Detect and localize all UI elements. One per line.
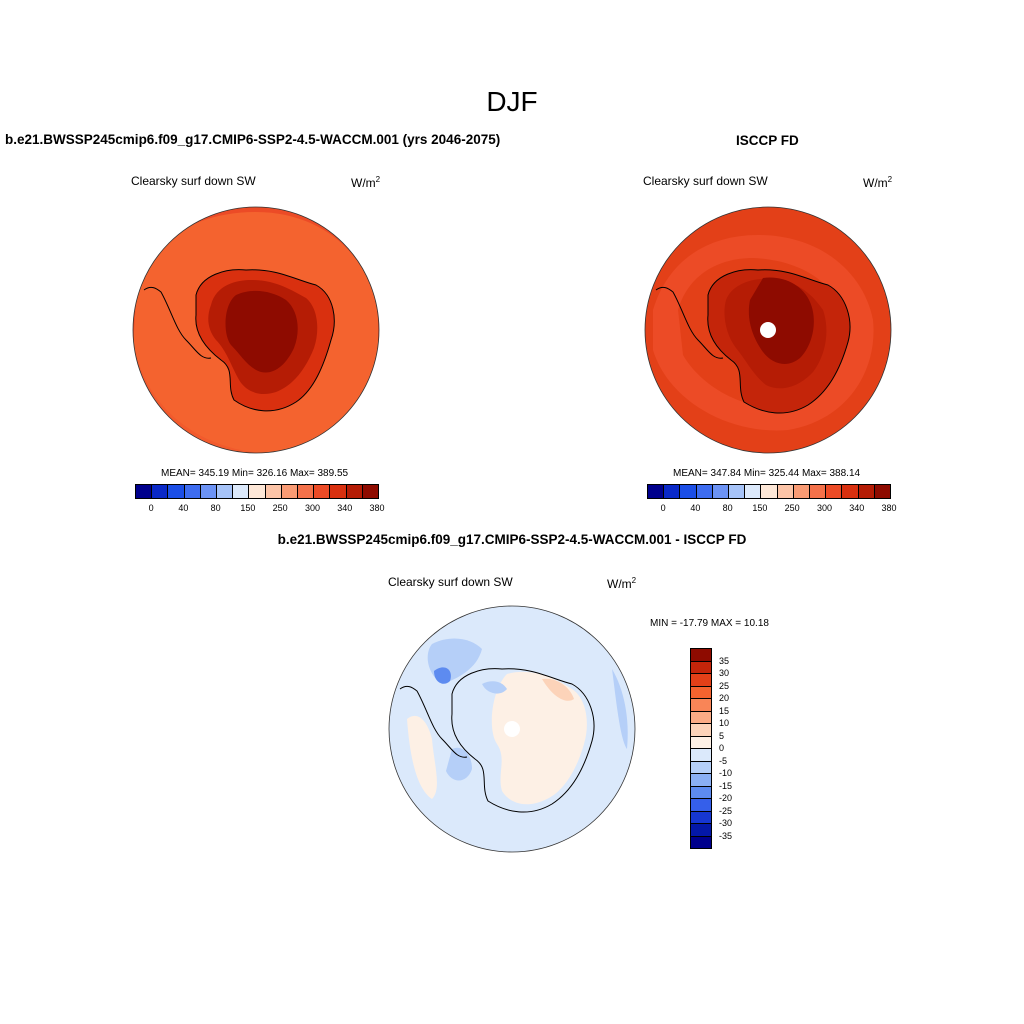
obs-units-label: W/m2 — [863, 175, 893, 190]
colorbar-tick-label: 300 — [816, 503, 832, 513]
colorbar-tick-label: 150 — [752, 503, 768, 513]
obs-panel-title: ISCCP FD — [736, 133, 799, 148]
colorbar-tick-label: -10 — [719, 768, 733, 778]
obs-colorbar — [647, 484, 891, 499]
colorbar-swatch — [183, 485, 200, 498]
colorbar-swatch — [691, 685, 711, 698]
colorbar-tick-label: 80 — [210, 503, 221, 513]
colorbar-tick-label: 0 — [148, 503, 154, 513]
model-colorbar — [135, 484, 379, 499]
colorbar-swatch — [264, 485, 281, 498]
obs-polar-map — [644, 206, 892, 454]
colorbar-swatch — [809, 485, 826, 498]
colorbar-swatch — [691, 810, 711, 823]
colorbar-swatch — [691, 798, 711, 811]
colorbar-swatch — [248, 485, 265, 498]
colorbar-swatch — [691, 835, 711, 848]
colorbar-swatch — [760, 485, 777, 498]
colorbar-swatch — [345, 485, 362, 498]
colorbar-swatch — [691, 710, 711, 723]
colorbar-swatch — [825, 485, 842, 498]
colorbar-swatch — [691, 673, 711, 686]
colorbar-tick-label: -30 — [719, 818, 733, 828]
colorbar-swatch — [691, 649, 711, 661]
model-colorbar-ticks: 0 40 80 150 250 300 340 380 — [135, 503, 385, 515]
diff-stats: MIN = -17.79 MAX = 10.18 — [650, 618, 769, 629]
colorbar-tick-label: 150 — [240, 503, 256, 513]
colorbar-swatch — [361, 485, 379, 498]
colorbar-tick-label: 25 — [719, 680, 730, 691]
colorbar-swatch — [711, 485, 729, 498]
colorbar-swatch — [691, 785, 711, 798]
colorbar-swatch — [744, 485, 761, 498]
colorbar-swatch — [776, 485, 793, 498]
colorbar-tick-label: -5 — [719, 755, 728, 766]
colorbar-swatch — [695, 485, 712, 498]
colorbar-tick-label: -20 — [719, 793, 733, 803]
colorbar-tick-label: 35 — [719, 655, 730, 666]
model-panel-title: b.e21.BWSSP245cmip6.f09_g17.CMIP6-SSP2-4… — [5, 132, 501, 147]
model-units-label: W/m2 — [351, 175, 381, 190]
colorbar-tick-label: 0 — [719, 743, 725, 753]
colorbar-tick-label: 80 — [722, 503, 733, 513]
diff-colorbar-ticks: 35 30 25 20 15 10 5 0 -5 -10 -15 -20 -25 -30 -35 — [719, 648, 759, 848]
colorbar-tick-label: 20 — [719, 693, 730, 703]
colorbar-swatch — [841, 485, 858, 498]
colorbar-tick-label: -15 — [719, 780, 733, 791]
obs-colorbar-ticks: 0 40 80 150 250 300 340 380 — [647, 503, 897, 515]
colorbar-tick-label: 380 — [369, 503, 385, 513]
colorbar-swatch — [691, 723, 711, 736]
figure-title: DJF — [486, 86, 538, 117]
colorbar-swatch — [691, 773, 711, 786]
colorbar-swatch — [151, 485, 168, 498]
colorbar-swatch — [792, 485, 810, 498]
colorbar-swatch — [691, 660, 711, 673]
colorbar-swatch — [199, 485, 217, 498]
colorbar-tick-label: 250 — [272, 503, 288, 513]
colorbar-tick-label: 30 — [719, 668, 730, 678]
colorbar-swatch — [728, 485, 745, 498]
colorbar-tick-label: 10 — [719, 718, 730, 728]
diff-colorbar — [690, 648, 712, 849]
colorbar-swatch — [691, 698, 711, 711]
colorbar-swatch — [691, 760, 711, 773]
diff-polar-map — [388, 605, 636, 853]
colorbar-swatch — [329, 485, 346, 498]
colorbar-swatch — [691, 735, 711, 748]
colorbar-tick-label: 40 — [178, 503, 189, 513]
colorbar-swatch — [232, 485, 249, 498]
colorbar-tick-label: -35 — [719, 830, 733, 841]
obs-variable-label: Clearsky surf down SW — [643, 174, 768, 188]
colorbar-tick-label: 300 — [304, 503, 320, 513]
colorbar-tick-label: 15 — [719, 705, 730, 716]
diff-variable-label: Clearsky surf down SW — [388, 575, 513, 589]
colorbar-tick-label: 340 — [337, 503, 353, 513]
colorbar-swatch — [167, 485, 184, 498]
colorbar-swatch — [873, 485, 891, 498]
colorbar-swatch — [663, 485, 680, 498]
colorbar-swatch — [691, 823, 711, 836]
colorbar-swatch — [691, 748, 711, 761]
colorbar-swatch — [297, 485, 314, 498]
colorbar-swatch — [280, 485, 298, 498]
colorbar-tick-label: 5 — [719, 730, 725, 741]
colorbar-tick-label: 250 — [784, 503, 800, 513]
obs-stats: MEAN= 347.84 Min= 325.44 Max= 388.14 — [673, 468, 861, 479]
colorbar-swatch — [216, 485, 233, 498]
colorbar-swatch — [679, 485, 696, 498]
model-variable-label: Clearsky surf down SW — [131, 174, 256, 188]
colorbar-tick-label: 40 — [690, 503, 701, 513]
colorbar-tick-label: 0 — [660, 503, 666, 513]
colorbar-swatch — [857, 485, 874, 498]
colorbar-swatch — [136, 485, 152, 498]
diff-units-label: W/m2 — [607, 576, 637, 591]
colorbar-tick-label: -25 — [719, 805, 733, 816]
diff-panel-title: b.e21.BWSSP245cmip6.f09_g17.CMIP6-SSP2-4… — [277, 532, 747, 547]
colorbar-swatch — [313, 485, 330, 498]
colorbar-tick-label: 380 — [881, 503, 897, 513]
model-polar-map — [132, 206, 380, 454]
model-stats: MEAN= 345.19 Min= 326.16 Max= 389.55 — [161, 468, 349, 479]
colorbar-tick-label: 340 — [849, 503, 865, 513]
colorbar-swatch — [648, 485, 664, 498]
